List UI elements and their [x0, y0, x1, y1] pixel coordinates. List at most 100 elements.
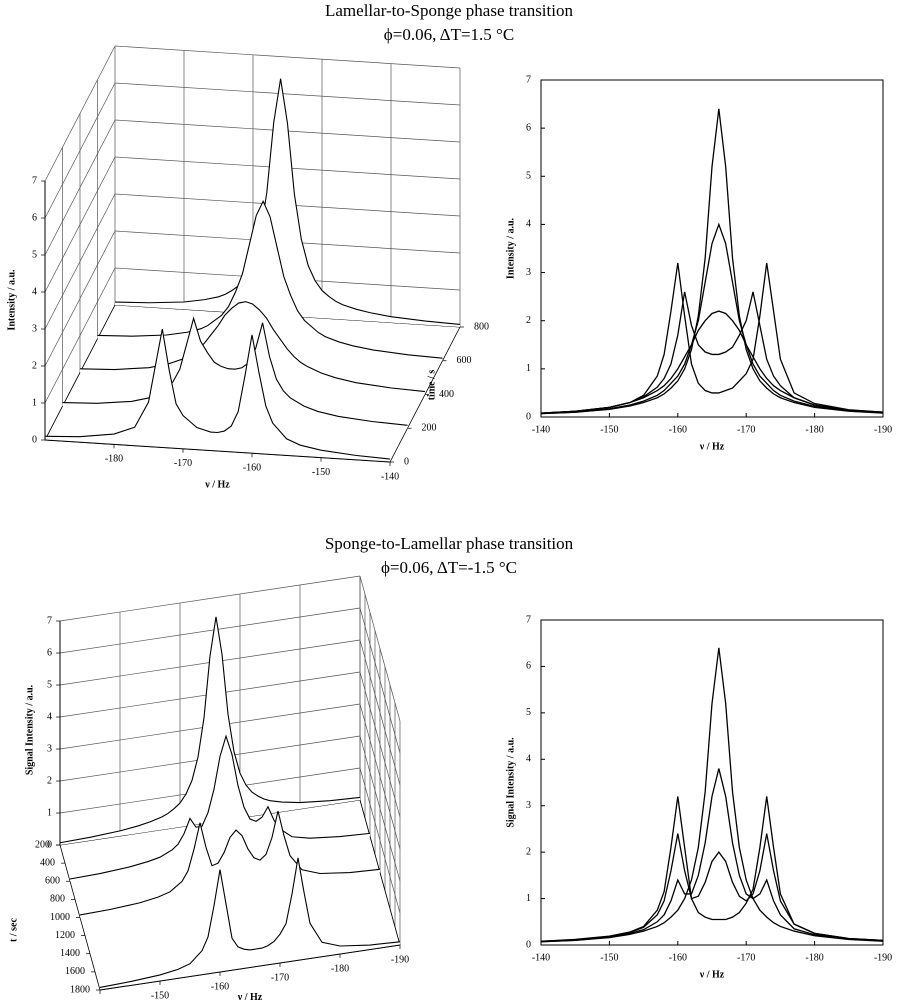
z-axis-label: t / sec — [8, 918, 19, 942]
y-axis-label: Intensity / a.u. — [505, 217, 516, 279]
y-tick-label: 4 — [32, 286, 37, 297]
x-tick-label: -160 — [243, 462, 261, 473]
y-tick-label: 5 — [526, 171, 531, 182]
y-tick-label: 3 — [47, 743, 52, 754]
y-tick-label: 2 — [526, 315, 531, 326]
x-tick-label: -180 — [805, 424, 823, 435]
y-tick-label: 0 — [47, 839, 52, 850]
y-tick-label: 6 — [526, 661, 531, 672]
y-axis-label: Signal Intensity / a.u. — [24, 684, 35, 775]
spectrum-line — [540, 262, 884, 414]
plot-frame — [540, 79, 884, 418]
axis-line — [44, 439, 391, 463]
grid-line — [114, 82, 461, 106]
y-tick-label: 3 — [526, 800, 531, 811]
z-tick-label: 1400 — [60, 948, 80, 959]
spectrum-line — [59, 616, 361, 844]
y-tick-label: 5 — [526, 707, 531, 718]
y-tick-label: 7 — [526, 614, 531, 625]
spectrum-line — [540, 768, 884, 943]
curve-fill — [115, 78, 460, 327]
z-tick-label: 1200 — [55, 930, 75, 941]
y-tick-label: 2 — [526, 846, 531, 857]
x-tick-label: -190 — [874, 952, 892, 963]
z-axis-label: time / s — [426, 370, 437, 401]
y-tick-label: 4 — [47, 711, 52, 722]
x-tick-label: -170 — [737, 424, 755, 435]
y-tick-label: 1 — [32, 397, 37, 408]
x-axis-label: ν / Hz — [699, 969, 725, 980]
y-tick-label: 7 — [32, 175, 37, 186]
z-tick-label: 1800 — [70, 984, 90, 995]
x-axis-label: ν / Hz — [237, 992, 263, 1000]
curve-fill — [80, 811, 380, 918]
spectrum-line — [540, 796, 884, 942]
y-tick-label: 0 — [526, 939, 531, 950]
z-tick-label: 600 — [457, 355, 472, 366]
spectrum-line — [540, 222, 884, 415]
y-tick-label: 7 — [526, 74, 531, 85]
y-tick-label: 5 — [47, 679, 52, 690]
x-tick-label: -170 — [174, 458, 192, 469]
z-tick-label: 1600 — [65, 966, 85, 977]
spectrum-line — [44, 328, 391, 460]
z-tick-label: 400 — [40, 857, 55, 868]
x-tick-label: -180 — [105, 454, 123, 465]
x-tick-label: -190 — [874, 424, 892, 435]
x-tick-label: -180 — [805, 952, 823, 963]
spectrum-line — [79, 810, 381, 916]
y-tick-label: 6 — [526, 122, 531, 133]
x-tick-label: -140 — [381, 471, 399, 482]
axis-line — [99, 944, 401, 991]
spectrum-line — [540, 310, 884, 414]
spectrum-line — [540, 291, 884, 414]
x-tick-label: -160 — [669, 952, 687, 963]
y-tick-label: 3 — [526, 267, 531, 278]
x-tick-label: -170 — [271, 972, 289, 983]
z-tick-label: 600 — [45, 876, 60, 887]
y-tick-label: 6 — [32, 212, 37, 223]
x-tick-label: -140 — [532, 424, 550, 435]
chart-subtitle: ϕ=0.06, ΔT=1.5 °C — [384, 25, 514, 44]
chart-title: Lamellar-to-Sponge phase transition — [325, 1, 573, 20]
z-tick-label: 200 — [422, 423, 437, 434]
y-tick-label: 1 — [526, 893, 531, 904]
y-tick-label: 3 — [32, 323, 37, 334]
x-tick-label: -150 — [600, 424, 618, 435]
x-tick-label: -150 — [151, 990, 169, 1000]
y-tick-label: 1 — [47, 807, 52, 818]
x-tick-label: -160 — [211, 981, 229, 992]
y-tick-label: 4 — [526, 754, 531, 765]
z-tick-label: 200 — [35, 839, 50, 850]
x-axis-label: ν / Hz — [699, 441, 725, 452]
y-tick-label: 7 — [47, 615, 52, 626]
z-tick-label: 0 — [404, 456, 409, 467]
y-tick-label: 0 — [32, 434, 37, 445]
y-axis-label: Signal Intensity / a.u. — [505, 737, 516, 828]
chart-title: Sponge-to-Lamellar phase transition — [325, 534, 574, 553]
y-tick-label: 4 — [526, 219, 531, 230]
spectrum-line — [540, 647, 884, 943]
x-tick-label: -150 — [312, 467, 330, 478]
z-tick-label: 400 — [439, 389, 454, 400]
x-axis-label: ν / Hz — [204, 479, 230, 490]
grid-line — [114, 45, 461, 69]
x-tick-label: -140 — [532, 952, 550, 963]
grid-line — [59, 575, 361, 622]
x-tick-label: -150 — [600, 952, 618, 963]
spectrum-line — [540, 833, 884, 942]
curve-fill — [60, 616, 360, 845]
x-tick-label: -160 — [669, 424, 687, 435]
x-tick-label: -190 — [391, 954, 409, 965]
chart-subtitle: ϕ=0.06, ΔT=-1.5 °C — [381, 558, 517, 577]
y-tick-label: 6 — [47, 647, 52, 658]
spectrum-line — [97, 200, 443, 359]
spectrum-line — [99, 857, 401, 988]
grid-line — [59, 607, 361, 654]
curve-fill — [100, 857, 400, 990]
curve-fill — [97, 201, 443, 361]
spectrum-line — [114, 78, 461, 325]
x-tick-label: -180 — [331, 963, 349, 974]
